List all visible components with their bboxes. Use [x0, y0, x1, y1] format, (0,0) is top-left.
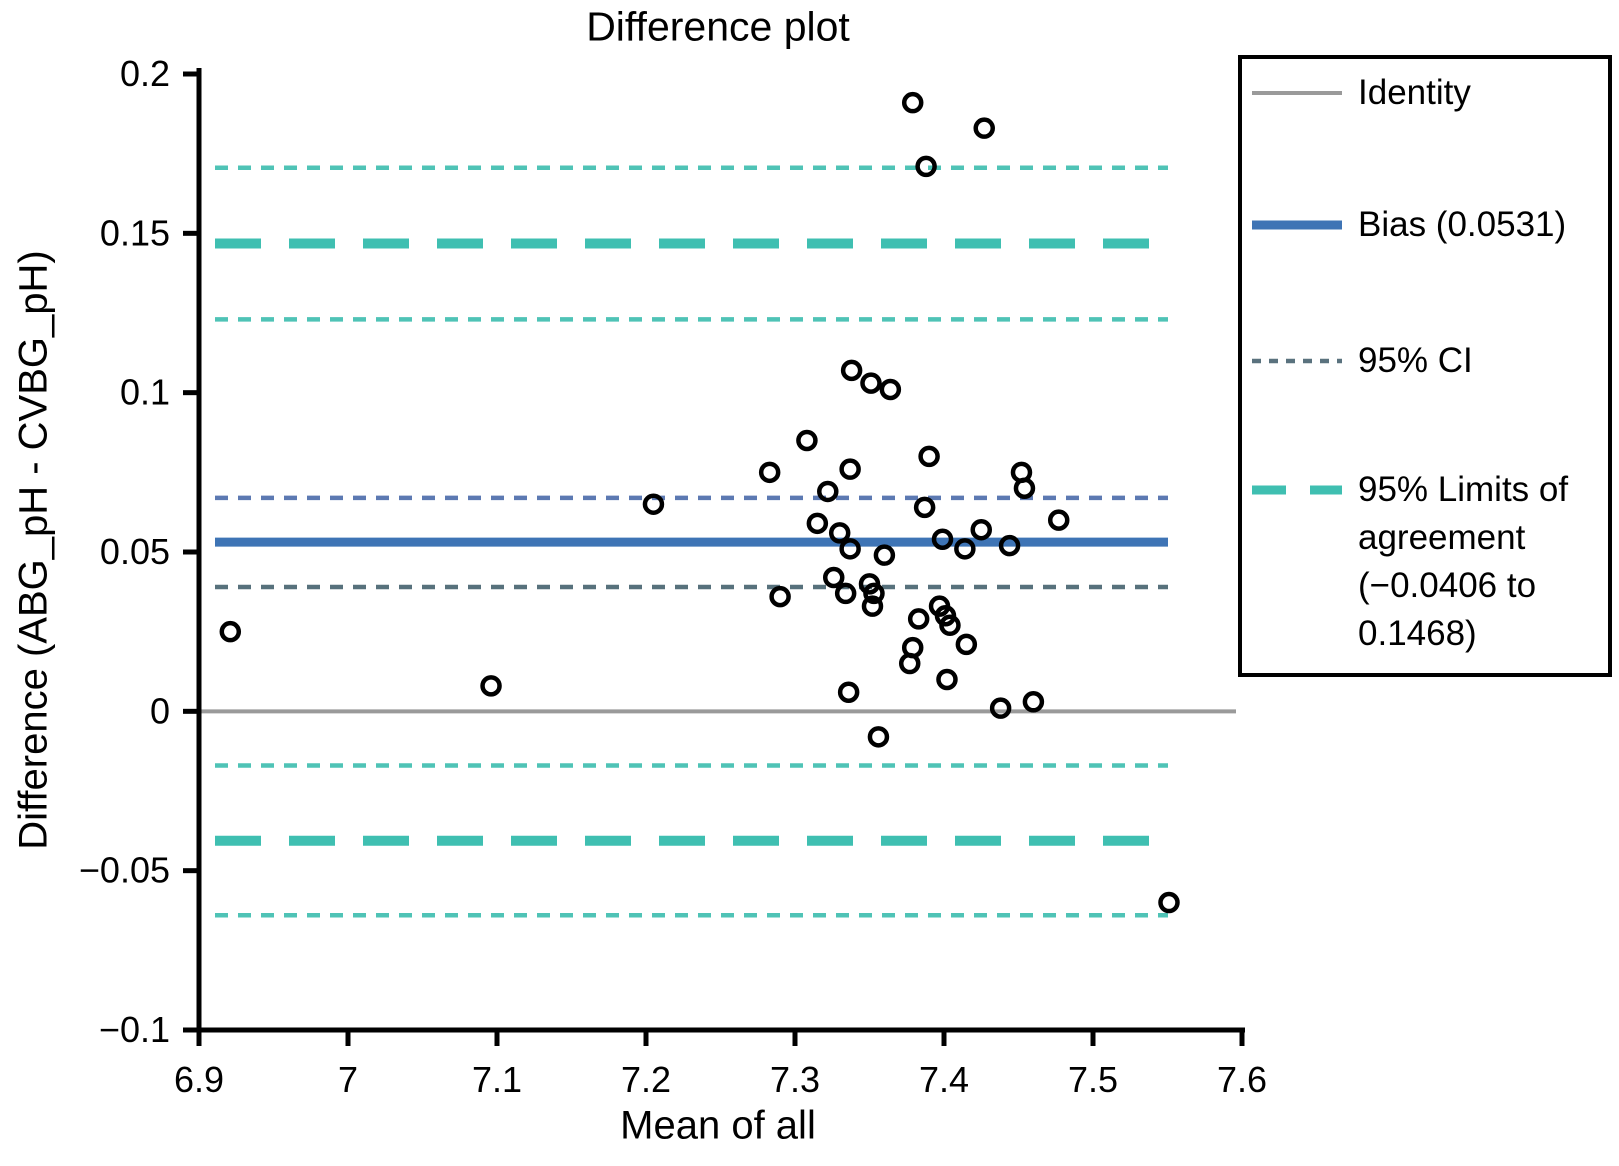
x-tick-label: 7.2	[621, 1059, 671, 1100]
x-tick-label: 7.6	[1217, 1059, 1267, 1100]
data-point	[989, 697, 1012, 719]
legend-label-identity: Identity	[1358, 73, 1471, 112]
data-point	[642, 493, 665, 515]
x-tick-label: 7.3	[770, 1059, 820, 1100]
y-axis-title: Difference (ABG_pH - CVBG_pH)	[11, 250, 56, 850]
data-point	[758, 461, 781, 484]
legend-label-loa: 95% Limits of agreement (−0.0406 to 0.14…	[1358, 470, 1569, 653]
data-point	[913, 496, 936, 519]
y-tick-label: 0.1	[120, 372, 170, 413]
legend-label-ci: 95% CI	[1358, 341, 1473, 380]
data-point	[796, 429, 818, 452]
y-tick-label: 0	[150, 690, 170, 731]
legend-item-ci: 95% CI	[1252, 337, 1602, 385]
data-point	[915, 155, 937, 178]
data-point	[839, 538, 861, 560]
data-point	[480, 675, 502, 697]
x-tick-label: 7.5	[1068, 1059, 1118, 1100]
legend-box: Identity Bias (0.0531) 95% CI 95% Limits…	[1238, 55, 1612, 677]
identity-line-swatch	[1252, 91, 1342, 95]
data-point	[901, 91, 924, 114]
data-point	[769, 585, 791, 608]
data-point	[1158, 891, 1180, 914]
data-point	[860, 372, 882, 394]
data-point	[806, 512, 829, 535]
x-tick-label: 7	[338, 1059, 358, 1100]
data-point	[907, 608, 930, 630]
data-point	[954, 538, 976, 560]
legend-label-bias: Bias (0.0531)	[1358, 205, 1567, 244]
y-tick-label: 0.05	[100, 531, 170, 572]
legend-item-bias: Bias (0.0531)	[1252, 201, 1602, 249]
chart-title: Difference plot	[586, 3, 850, 50]
data-point	[822, 566, 845, 589]
data-point	[867, 726, 890, 748]
data-point	[840, 359, 863, 382]
data-point	[1047, 509, 1070, 531]
bias-line-swatch	[1252, 220, 1342, 230]
loa-line-swatch	[1252, 485, 1342, 495]
data-point	[1022, 691, 1045, 713]
data-point	[834, 582, 857, 605]
data-point	[973, 117, 995, 139]
data-point	[219, 620, 242, 643]
data-point	[918, 445, 940, 468]
y-tick-label: 0.2	[120, 53, 170, 94]
data-point	[879, 378, 902, 401]
x-tick-label: 6.9	[174, 1059, 224, 1100]
y-tick-label: 0.15	[100, 212, 170, 253]
x-tick-label: 7.1	[472, 1059, 522, 1100]
ci-line-swatch	[1252, 358, 1342, 364]
y-tick-label: −0.05	[79, 850, 170, 891]
data-point	[955, 633, 978, 656]
data-point	[931, 528, 954, 551]
data-point	[873, 544, 896, 566]
data-point	[828, 522, 851, 544]
data-point	[817, 480, 839, 503]
data-point	[998, 534, 1021, 557]
data-point	[863, 582, 885, 605]
data-point	[839, 458, 861, 480]
x-tick-label: 7.4	[919, 1059, 969, 1100]
x-axis-title: Mean of all	[620, 1103, 816, 1148]
y-tick-label: −0.1	[99, 1009, 170, 1050]
data-point	[936, 668, 958, 691]
data-point	[970, 518, 992, 541]
legend-item-identity: Identity	[1252, 69, 1602, 117]
data-point	[1013, 477, 1036, 500]
data-point	[861, 595, 884, 617]
data-point	[901, 636, 924, 659]
legend-item-loa: 95% Limits of agreement (−0.0406 to 0.14…	[1252, 466, 1602, 658]
data-point	[939, 614, 961, 637]
data-point	[837, 681, 860, 703]
